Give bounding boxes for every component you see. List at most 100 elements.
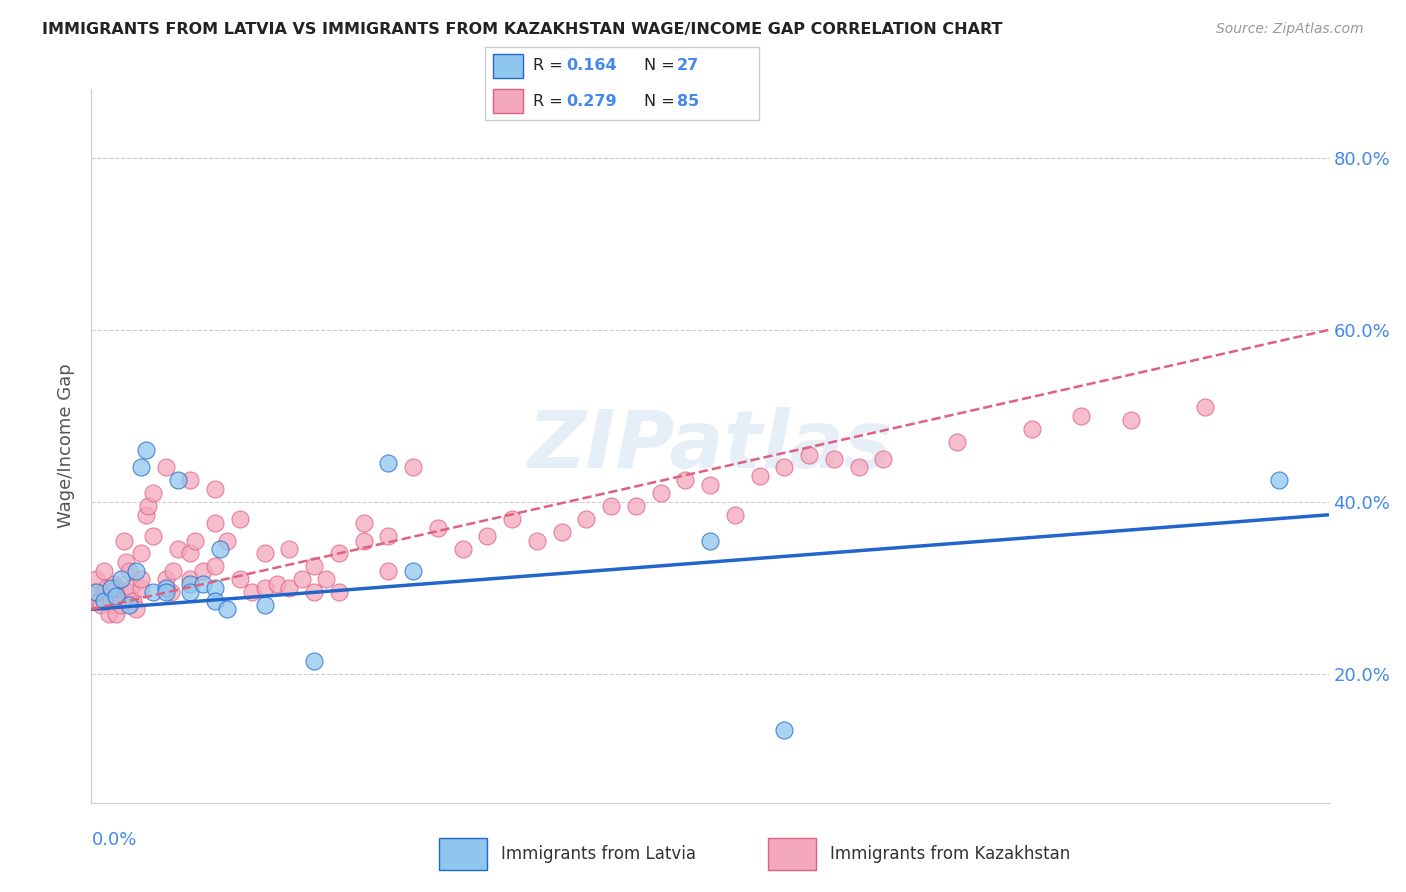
- Point: [402, 564, 425, 578]
- Point: [105, 581, 128, 595]
- Point: [117, 564, 139, 578]
- Text: R =: R =: [533, 59, 568, 73]
- Point: [110, 598, 132, 612]
- Point: [353, 516, 375, 531]
- Point: [204, 593, 226, 607]
- Point: [93, 564, 115, 578]
- Point: [402, 460, 425, 475]
- Point: [125, 564, 148, 578]
- Point: [112, 533, 135, 548]
- Point: [797, 448, 820, 462]
- Point: [155, 585, 177, 599]
- Point: [155, 572, 177, 586]
- Point: [217, 533, 239, 548]
- Point: [1268, 474, 1291, 488]
- Point: [105, 607, 128, 621]
- Y-axis label: Wage/Income Gap: Wage/Income Gap: [56, 364, 75, 528]
- Point: [872, 451, 894, 466]
- Point: [129, 581, 152, 595]
- Point: [302, 559, 325, 574]
- Point: [1119, 413, 1142, 427]
- Point: [501, 512, 523, 526]
- Point: [253, 546, 276, 560]
- Text: 0.164: 0.164: [567, 59, 617, 73]
- Point: [167, 542, 190, 557]
- Point: [86, 572, 108, 586]
- Point: [179, 576, 201, 591]
- Point: [136, 499, 159, 513]
- Text: 27: 27: [678, 59, 699, 73]
- Point: [266, 576, 288, 591]
- Point: [1070, 409, 1092, 423]
- Point: [699, 533, 721, 548]
- Point: [103, 576, 125, 591]
- Point: [93, 585, 115, 599]
- Point: [100, 581, 122, 595]
- Point: [135, 508, 157, 522]
- Point: [724, 508, 747, 522]
- Text: Immigrants from Kazakhstan: Immigrants from Kazakhstan: [831, 845, 1070, 863]
- Point: [229, 572, 252, 586]
- Point: [129, 546, 152, 560]
- Point: [240, 585, 263, 599]
- Point: [353, 533, 375, 548]
- Point: [110, 572, 132, 586]
- Point: [142, 486, 165, 500]
- Point: [748, 469, 770, 483]
- Point: [229, 512, 252, 526]
- Point: [100, 593, 122, 607]
- Text: N =: N =: [644, 94, 681, 109]
- Point: [117, 585, 139, 599]
- Point: [204, 581, 226, 595]
- Point: [1021, 422, 1043, 436]
- Point: [204, 482, 226, 496]
- Text: 0.0%: 0.0%: [91, 831, 136, 849]
- Point: [142, 585, 165, 599]
- Point: [86, 585, 108, 599]
- Point: [291, 572, 314, 586]
- Point: [302, 654, 325, 668]
- Point: [377, 456, 399, 470]
- Point: [946, 434, 969, 449]
- Text: Immigrants from Latvia: Immigrants from Latvia: [502, 845, 696, 863]
- Point: [179, 474, 201, 488]
- Point: [477, 529, 499, 543]
- Point: [624, 499, 647, 513]
- Point: [204, 559, 226, 574]
- Point: [117, 598, 139, 612]
- Point: [377, 529, 399, 543]
- Point: [96, 581, 118, 595]
- Point: [83, 585, 105, 599]
- Text: 0.279: 0.279: [567, 94, 617, 109]
- Point: [217, 602, 239, 616]
- Point: [673, 474, 696, 488]
- Point: [302, 585, 325, 599]
- Point: [377, 564, 399, 578]
- Point: [167, 474, 190, 488]
- Point: [155, 581, 177, 595]
- Point: [105, 590, 128, 604]
- Point: [823, 451, 845, 466]
- Point: [328, 546, 350, 560]
- Point: [90, 598, 112, 612]
- Point: [93, 593, 115, 607]
- Point: [204, 516, 226, 531]
- Point: [278, 542, 301, 557]
- Point: [155, 460, 177, 475]
- Point: [159, 585, 181, 599]
- Point: [426, 521, 449, 535]
- Point: [315, 572, 337, 586]
- Point: [328, 585, 350, 599]
- Point: [120, 581, 142, 595]
- Point: [191, 576, 214, 591]
- Bar: [494, 54, 523, 78]
- Point: [179, 585, 201, 599]
- Bar: [768, 838, 815, 870]
- Point: [129, 572, 152, 586]
- Text: 85: 85: [678, 94, 699, 109]
- Point: [550, 524, 572, 539]
- Point: [699, 477, 721, 491]
- Point: [191, 564, 214, 578]
- Point: [848, 460, 870, 475]
- Point: [1194, 401, 1216, 415]
